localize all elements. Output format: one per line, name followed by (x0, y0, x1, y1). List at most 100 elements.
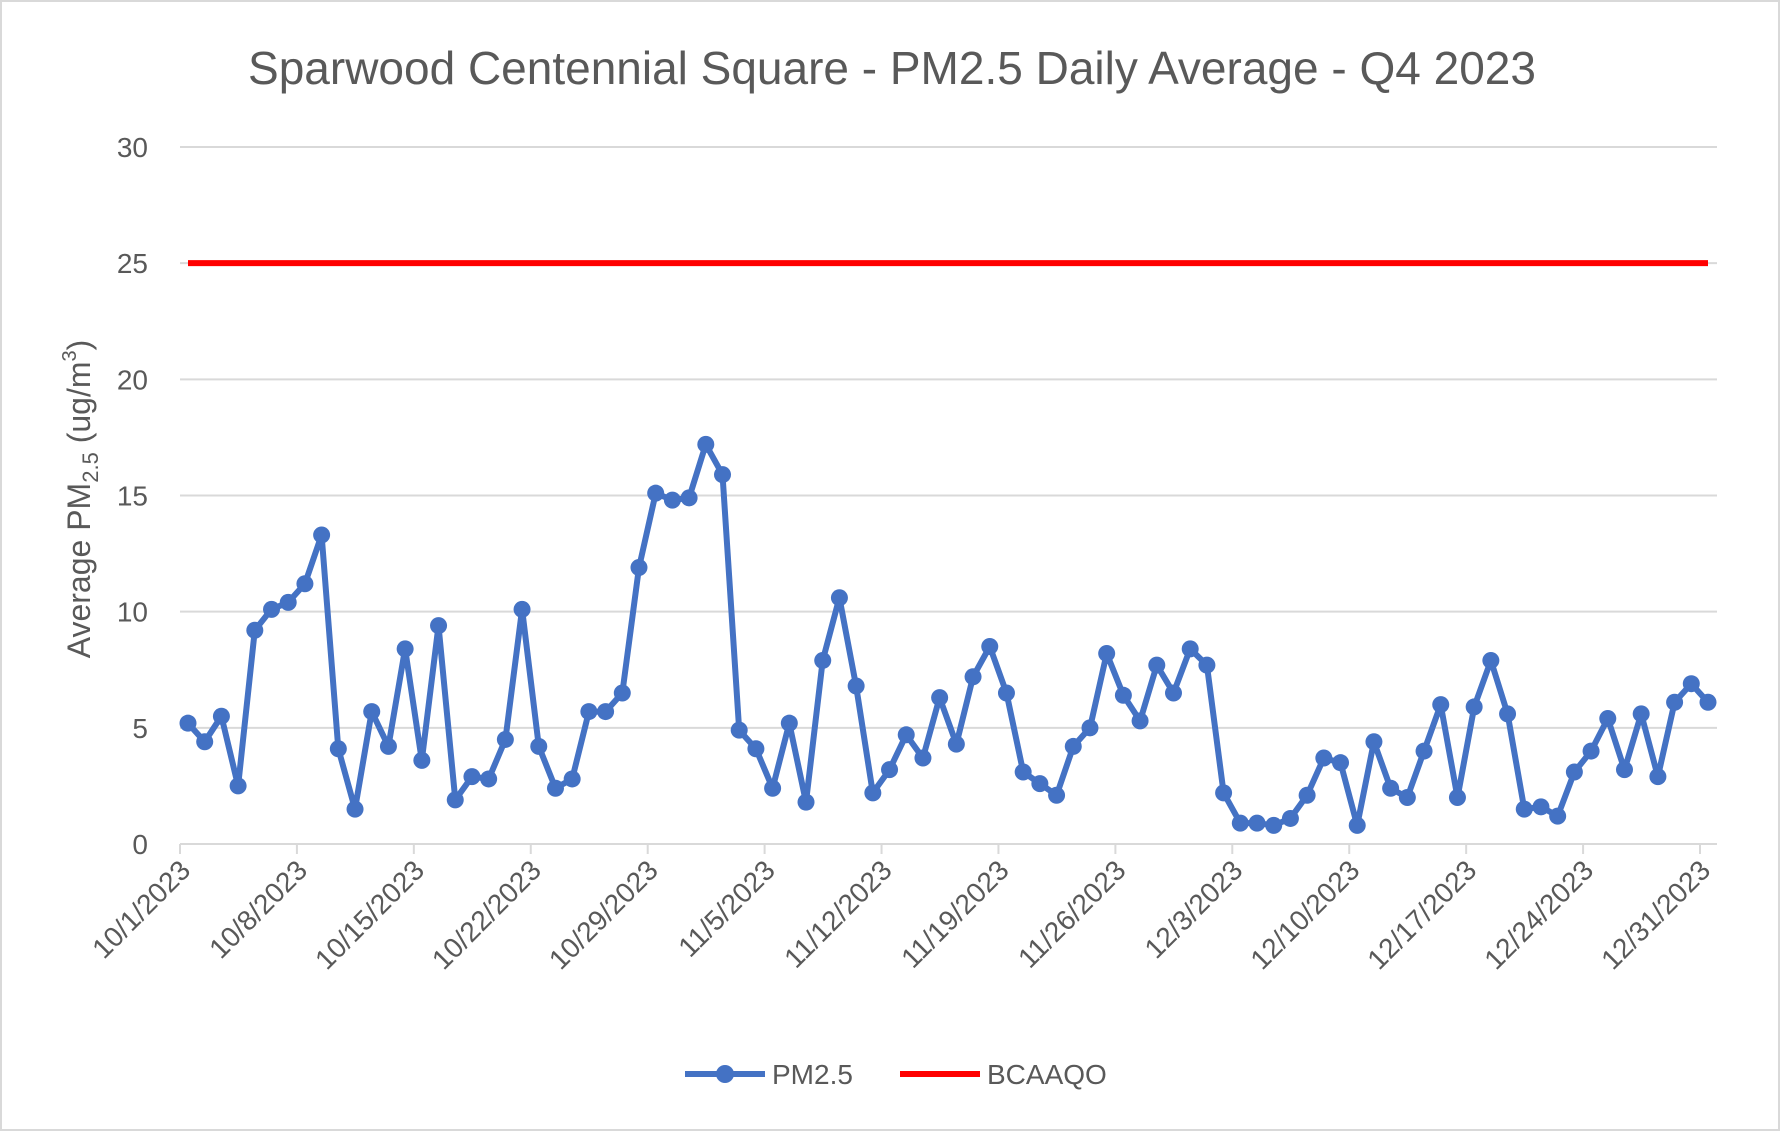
x-tick-label-10: 12/10/2023 (1244, 854, 1365, 975)
pm25-point-30 (680, 489, 698, 507)
y-tick-label-10: 10 (117, 597, 148, 628)
x-tick-label-3: 10/22/2023 (426, 854, 547, 975)
x-tick-label-9: 12/3/2023 (1139, 854, 1249, 964)
pm25-point-50 (1014, 763, 1032, 781)
pm25-point-33 (730, 721, 748, 739)
pm25-point-78 (1482, 651, 1500, 669)
pm25-point-52 (1048, 786, 1066, 804)
pm25-point-16 (446, 791, 464, 809)
series-line-pm25 (185, 441, 1711, 829)
pm25-point-6 (279, 593, 297, 611)
pm25-point-61 (1198, 656, 1216, 674)
pm25-point-23 (563, 770, 581, 788)
pm25-point-63 (1231, 814, 1249, 832)
pm25-point-74 (1415, 742, 1433, 760)
pm25-point-91 (1699, 693, 1717, 711)
y-axis-title-superscript: 3 (59, 350, 81, 361)
pm25-point-21 (530, 737, 548, 755)
pm25-point-41 (864, 784, 882, 802)
pm25-point-75 (1432, 696, 1450, 714)
pm25-point-12 (379, 737, 397, 755)
pm25-point-44 (914, 749, 932, 767)
pm25-point-81 (1532, 798, 1550, 816)
pm25-point-89 (1666, 693, 1684, 711)
pm25-point-54 (1081, 719, 1099, 737)
x-tick-label-2: 10/15/2023 (309, 854, 430, 975)
pm25-point-68 (1315, 749, 1333, 767)
y-axis-title-subscript: 2.5 (78, 452, 103, 483)
x-tick-label-11: 12/17/2023 (1361, 854, 1482, 975)
pm25-point-82 (1549, 807, 1567, 825)
pm25-point-40 (847, 677, 865, 695)
pm25-point-11 (363, 703, 381, 721)
pm25-point-25 (597, 703, 615, 721)
pm25-point-70 (1348, 816, 1366, 834)
pm25-point-18 (480, 770, 498, 788)
pm25-point-58 (1148, 656, 1166, 674)
y-tick-label-15: 15 (117, 481, 148, 512)
pm25-point-32 (714, 466, 732, 484)
pm25-point-49 (997, 684, 1015, 702)
pm25-point-71 (1365, 733, 1383, 751)
pm25-point-62 (1215, 784, 1233, 802)
y-tick-label-25: 25 (117, 248, 148, 279)
y-tick-label-5: 5 (132, 713, 148, 744)
pm25-point-0 (179, 714, 197, 732)
pm25-point-56 (1114, 686, 1132, 704)
x-tick-label-12: 12/24/2023 (1478, 854, 1599, 975)
pm25-point-9 (329, 740, 347, 758)
x-tick-label-13: 12/31/2023 (1595, 854, 1716, 975)
x-axis: 10/1/2023 10/8/202310/15/202310/22/202310… (86, 843, 1717, 975)
gridlines (180, 146, 1717, 729)
pm25-point-34 (747, 740, 765, 758)
x-tick-label-1: 10/8/2023 (203, 854, 313, 964)
pm25-point-60 (1181, 640, 1199, 658)
pm25-point-36 (780, 714, 798, 732)
x-tick-label-5: 11/5/2023 (672, 854, 781, 963)
pm25-point-90 (1682, 675, 1700, 693)
x-tick-label-4: 10/29/2023 (543, 854, 664, 975)
chart-title: Sparwood Centennial Square - PM2.5 Daily… (248, 42, 1536, 94)
pm25-point-8 (313, 526, 331, 544)
pm25-point-88 (1649, 768, 1667, 786)
pm25-point-38 (814, 651, 832, 669)
pm25-point-20 (513, 600, 531, 618)
pm25-point-15 (430, 617, 448, 635)
pm25-point-28 (647, 484, 665, 502)
y-tick-labels: 0 5 10 15 20 25 30 (117, 132, 148, 860)
legend-label-pm25: PM2.5 (772, 1059, 853, 1090)
y-axis-title: Average PM2.5 (ug/m3) (59, 340, 103, 659)
y-axis-title-suffix: ) (61, 340, 97, 351)
pm25-point-57 (1131, 712, 1149, 730)
y-axis-title-mid: (ug/m (61, 362, 97, 453)
pm25-point-5 (263, 600, 281, 618)
pm25-point-87 (1632, 705, 1650, 723)
pm25-point-29 (663, 491, 681, 509)
pm25-point-69 (1332, 754, 1350, 772)
y-tick-label-0: 0 (132, 829, 148, 860)
pm25-point-42 (881, 761, 899, 779)
pm25-point-53 (1064, 737, 1082, 755)
pm25-point-31 (697, 435, 715, 453)
pm25-point-10 (346, 800, 364, 818)
pm25-point-59 (1164, 684, 1182, 702)
pm25-point-67 (1298, 786, 1316, 804)
pm25-point-4 (246, 621, 264, 639)
x-tick-label-6: 11/12/2023 (778, 854, 898, 974)
pm25-point-47 (964, 668, 982, 686)
pm25-point-37 (797, 793, 815, 811)
pm25-point-14 (413, 751, 431, 769)
pm25-point-45 (931, 689, 949, 707)
pm25-point-39 (830, 589, 848, 607)
pm25-point-35 (764, 779, 782, 797)
pm25-point-27 (630, 559, 648, 577)
pm25-point-64 (1248, 814, 1266, 832)
pm25-point-66 (1281, 809, 1299, 827)
pm25-point-1 (196, 733, 214, 751)
x-tick-label-7: 11/19/2023 (895, 854, 1015, 974)
pm25-point-77 (1465, 698, 1483, 716)
x-tick-label-8: 11/26/2023 (1012, 854, 1132, 974)
y-tick-label-30: 30 (117, 132, 148, 163)
